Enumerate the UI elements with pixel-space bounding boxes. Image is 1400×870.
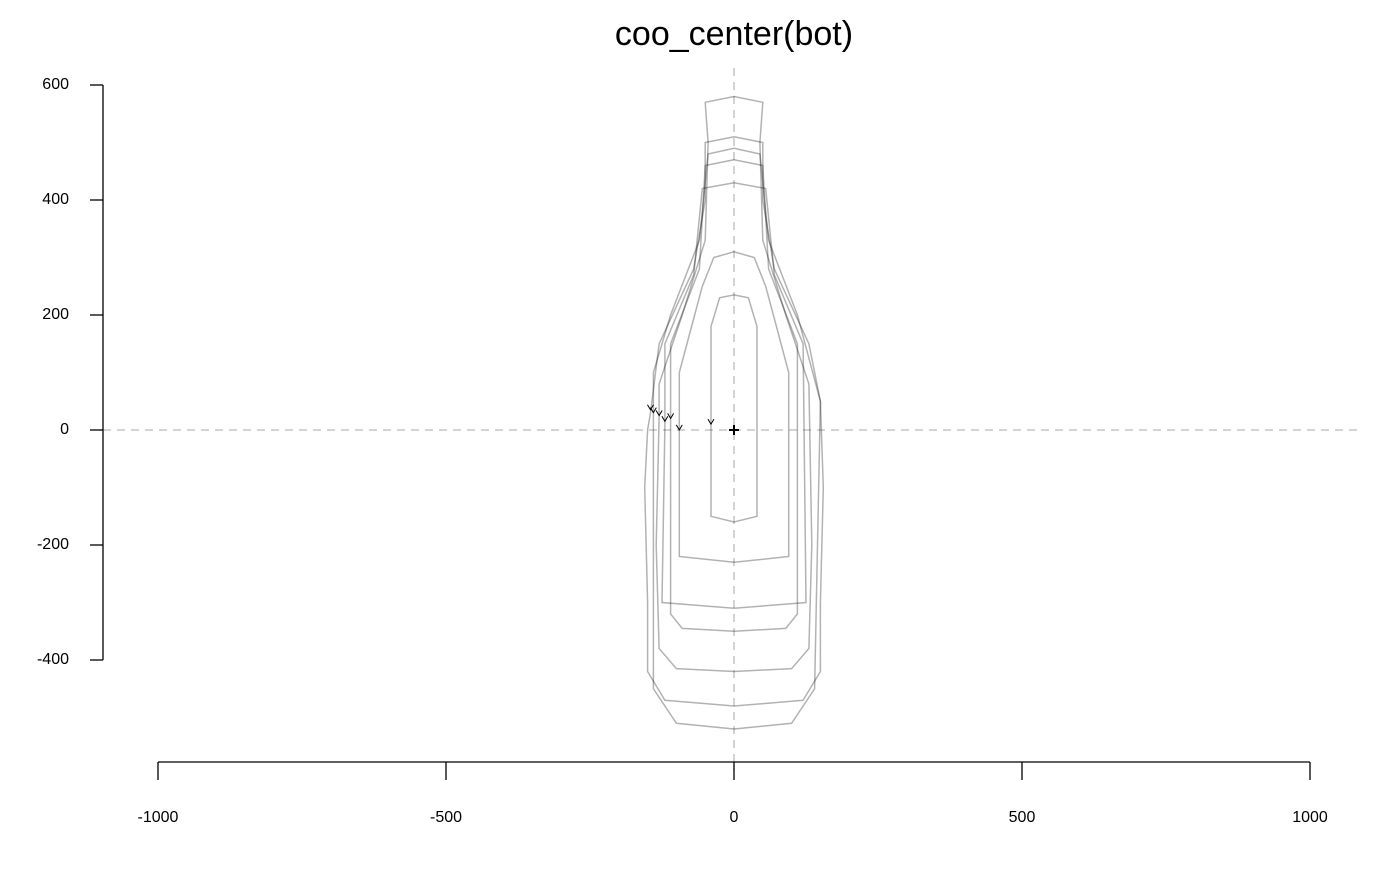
outline: [678, 251, 790, 564]
start-marker: [675, 424, 683, 431]
y-tick-label: 0: [60, 421, 69, 438]
x-tick-label: 0: [730, 809, 739, 826]
outline: [669, 159, 799, 633]
start-marker: [707, 418, 715, 426]
x-tick-label: -1000: [138, 809, 179, 826]
chart-title: coo_center(bot): [615, 15, 853, 53]
y-tick-label: -200: [37, 536, 69, 553]
y-tick-label: -400: [37, 651, 69, 668]
start-marker: [661, 415, 669, 423]
start-marker: [655, 410, 663, 417]
x-tick-label: 1000: [1292, 809, 1328, 826]
y-tick-label: 600: [42, 76, 69, 93]
outline: [655, 95, 813, 673]
start-marker: [649, 407, 657, 414]
y-tick-label: 400: [42, 191, 69, 208]
start-marker: [667, 413, 675, 420]
y-tick-label: 200: [42, 306, 69, 323]
x-tick-label: 500: [1009, 809, 1036, 826]
center-marker: [729, 425, 739, 435]
outline: [661, 182, 807, 610]
outline: [652, 147, 822, 730]
start-marker: [647, 404, 654, 411]
x-tick-label: -500: [430, 809, 462, 826]
outline: [643, 136, 825, 707]
outline: [710, 294, 758, 523]
